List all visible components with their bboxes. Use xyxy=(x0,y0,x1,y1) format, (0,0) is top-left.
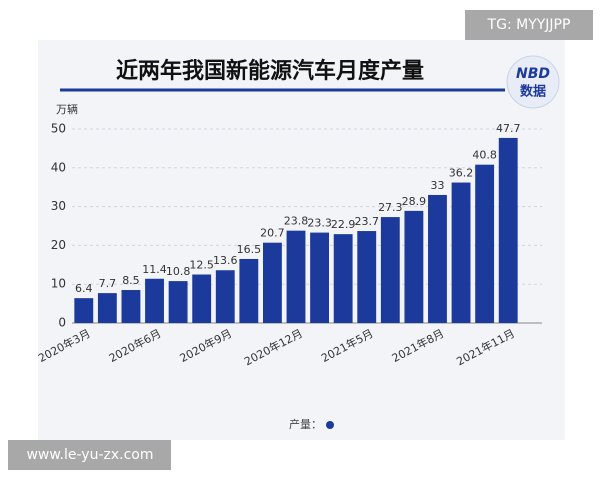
chart-title: 近两年我国新能源汽车月度产量 xyxy=(116,58,424,84)
watermark: TG: MYYJJPP xyxy=(487,17,571,33)
bar xyxy=(145,278,164,323)
y-tick-label: 10 xyxy=(51,277,66,291)
bar xyxy=(262,242,282,323)
bar xyxy=(310,232,330,323)
logo-brand: NBD xyxy=(516,66,550,82)
bar xyxy=(475,164,495,323)
y-tick-label: 0 xyxy=(58,316,66,330)
logo-circle xyxy=(506,55,560,109)
bar xyxy=(239,258,259,323)
watermark-box xyxy=(465,10,593,40)
watermark-box xyxy=(8,440,171,470)
data-label: 16.5 xyxy=(237,243,262,256)
data-label: 28.9 xyxy=(402,195,427,208)
y-tick-label: 40 xyxy=(51,160,66,174)
data-label: 33 xyxy=(430,179,444,192)
bar xyxy=(121,290,141,323)
data-label: 23.3 xyxy=(307,217,332,230)
bar xyxy=(428,194,447,323)
data-label: 23.8 xyxy=(284,215,309,228)
bar xyxy=(357,231,377,323)
watermark: www.le-yu-zx.com xyxy=(26,447,153,463)
data-label: 23.7 xyxy=(354,215,379,228)
bar xyxy=(97,293,117,323)
y-tick-label: 20 xyxy=(51,238,66,252)
bar xyxy=(498,137,518,323)
bar xyxy=(333,234,353,323)
bar xyxy=(74,298,94,323)
legend-marker xyxy=(326,421,334,429)
data-label: 47.7 xyxy=(496,122,521,135)
data-label: 8.5 xyxy=(122,274,140,287)
bar xyxy=(380,217,400,323)
bar xyxy=(192,274,212,323)
bar xyxy=(286,230,306,323)
y-unit: 万辆 xyxy=(56,102,78,116)
bar xyxy=(215,270,235,323)
data-label: 10.8 xyxy=(166,265,191,278)
data-label: 36.2 xyxy=(449,167,474,180)
data-label: 27.3 xyxy=(378,201,403,214)
data-label: 22.9 xyxy=(331,218,356,231)
y-tick-label: 50 xyxy=(51,122,66,136)
data-label: 6.4 xyxy=(75,282,93,295)
y-tick-label: 30 xyxy=(51,199,66,213)
data-label: 13.6 xyxy=(213,254,238,267)
logo-caption: 数据 xyxy=(520,84,546,100)
data-label: 7.7 xyxy=(99,277,117,290)
bar xyxy=(451,182,471,323)
legend-label: 产量： xyxy=(289,417,322,431)
data-label: 20.7 xyxy=(260,227,285,240)
data-label: 12.5 xyxy=(189,259,214,272)
bar xyxy=(168,281,188,323)
data-label: 40.8 xyxy=(472,149,497,162)
data-label: 11.4 xyxy=(142,263,167,276)
bar xyxy=(404,210,424,323)
